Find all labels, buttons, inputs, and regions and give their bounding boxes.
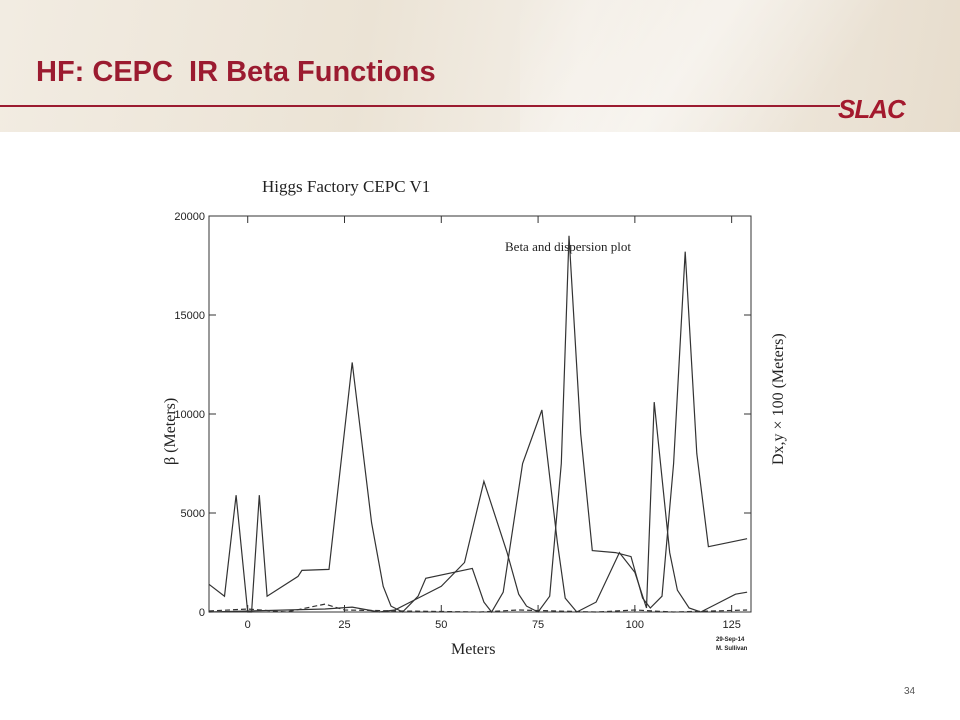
y-tick-label: 10000 [174, 409, 205, 421]
page-number: 34 [904, 686, 916, 697]
y-axis-label-left: β (Meters) [162, 398, 179, 465]
x-tick-label: 100 [626, 619, 644, 631]
chart-title: Higgs Factory CEPC V1 [262, 177, 430, 196]
y-tick-label: 20000 [174, 211, 205, 223]
series-lines [208, 235, 748, 614]
stamp-author: M. Sullivan [716, 646, 748, 652]
x-tick-label: 125 [722, 619, 740, 631]
x-tick-label: 0 [245, 619, 251, 631]
series-line-2 [208, 235, 748, 613]
x-tick-label: 75 [532, 619, 544, 631]
axis-ticks: 0 25 50 75 100 125 0 5000 10000 15000 20000 [174, 211, 751, 631]
beta-function-chart: Higgs Factory CEPC V1 Beta and dispersio… [162, 177, 787, 658]
title-underline [0, 105, 840, 107]
x-tick-label: 50 [435, 619, 447, 631]
slac-logo: SLAC [838, 94, 906, 124]
series-line-3 [208, 603, 748, 613]
x-tick-label: 25 [338, 619, 350, 631]
y-axis-label-right: Dx,y × 100 (Meters) [770, 333, 787, 465]
y-tick-label: 5000 [181, 508, 205, 520]
stamp-date: 29-Sep-14 [716, 637, 745, 643]
series-line-1 [208, 362, 748, 614]
header-banner [0, 0, 960, 132]
y-tick-label: 15000 [174, 310, 205, 322]
banner-highlight [520, 0, 960, 132]
x-axis-label: Meters [451, 641, 495, 658]
slide-title: HF: CEPC IR Beta Functions [36, 56, 436, 88]
y-tick-label: 0 [199, 607, 205, 619]
